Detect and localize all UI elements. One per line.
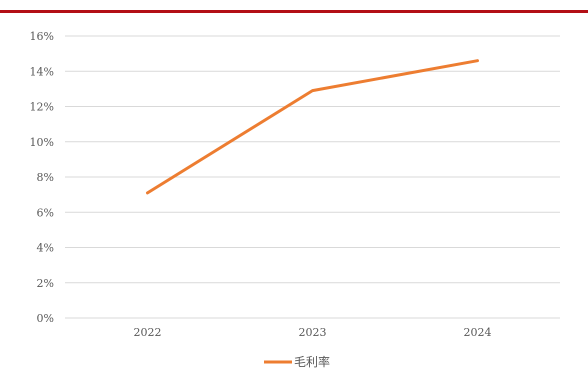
x-tick-label: 2024 xyxy=(464,326,492,339)
x-tick-label: 2022 xyxy=(134,326,162,339)
y-axis-tick-labels: 0% 2% 4% 6% 8% 10% 12% 14% 16% xyxy=(30,30,54,325)
y-tick-label: 16% xyxy=(30,30,54,43)
y-tick-label: 10% xyxy=(30,136,54,149)
x-axis-tick-labels: 2022 2023 2024 xyxy=(134,326,492,339)
y-tick-label: 8% xyxy=(37,171,54,184)
top-divider-rule xyxy=(0,10,588,13)
gridlines xyxy=(65,35,560,319)
y-tick-label: 0% xyxy=(37,312,54,325)
series-lines xyxy=(146,59,479,195)
y-tick-label: 6% xyxy=(37,206,54,219)
legend: 毛利率 xyxy=(264,354,330,369)
legend-label: 毛利率 xyxy=(294,354,330,369)
y-tick-label: 14% xyxy=(30,65,54,78)
y-tick-label: 12% xyxy=(30,101,54,114)
x-tick-label: 2023 xyxy=(299,326,327,339)
y-tick-label: 2% xyxy=(37,277,54,290)
series-line xyxy=(146,59,479,195)
y-tick-label: 4% xyxy=(37,242,54,255)
